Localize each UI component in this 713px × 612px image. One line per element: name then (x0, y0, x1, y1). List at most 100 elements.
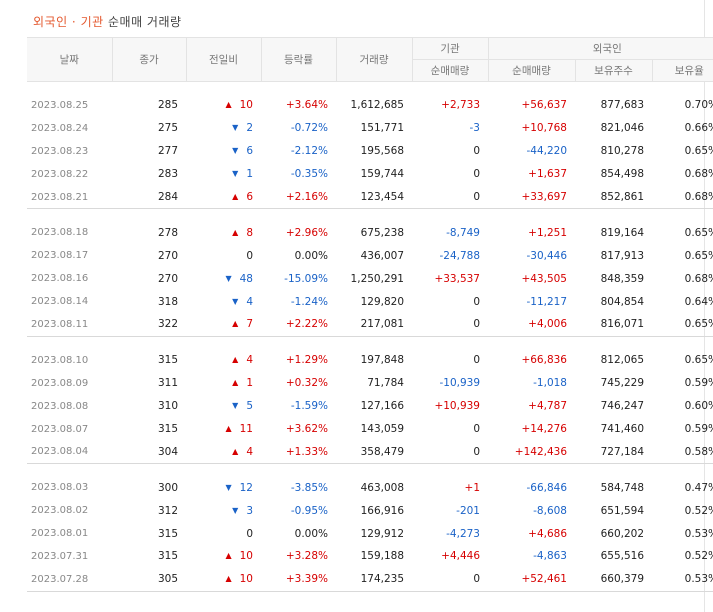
group-spacer (27, 209, 713, 222)
cell-foreign-holdings: 816,071 (575, 313, 652, 337)
spacer-cell (27, 209, 713, 222)
cell-institution-net: 0 (473, 423, 480, 436)
cell-foreign-net: +52,461 (488, 567, 575, 592)
cell-date: 2023.08.02 (31, 505, 89, 517)
cell-change: ▲ 1 (186, 372, 261, 395)
header-institution-group: 기관 (411, 37, 489, 60)
change-value: 12 (239, 481, 253, 494)
change-value: 2 (246, 122, 253, 135)
down-arrow-icon: ▼ (225, 273, 232, 283)
cell-close: 270 (157, 249, 178, 262)
table-row: 2023.08.08 310 ▼ 5 -1.59% 127,166 +10,939 +4,78… (27, 395, 713, 418)
cell-foreign-holdings: 655,516 (600, 550, 644, 563)
table-row: 2023.08.11 322 ▲ 7 +2.22% 217,081 0 +4,006 816,0… (27, 313, 713, 337)
cell-volume: 166,916 (360, 504, 404, 517)
cell-date: 2023.07.31 (31, 550, 89, 562)
cell-foreign-net: +66,836 (521, 354, 567, 367)
cell-close: 318 (157, 295, 178, 308)
cell-institution-net: +10,939 (434, 400, 480, 413)
header-change: 전일비 (185, 37, 262, 82)
header-foreign-net: 순매매량 (487, 59, 576, 82)
table-row: 2023.08.14 318 ▼ 4 -1.24% 129,820 0 -11,217 804,… (27, 290, 713, 313)
investor-trading-table: 날짜 종가 전일비 등락률 거래량 기관 외국인 순매매량 순매매량 보유주수 … (27, 37, 713, 592)
cell-change: 0 (186, 522, 261, 545)
cell-institution-net: -201 (456, 504, 480, 517)
cell-change: ▲ 4 (186, 440, 261, 465)
cell-foreign-holdings: 727,184 (575, 440, 652, 465)
cell-volume: 195,568 (360, 145, 404, 158)
table-row: 2023.07.28 305 ▲ 10 +3.39% 174,235 0 +52,461 660… (27, 567, 713, 592)
cell-volume: 197,848 (360, 354, 404, 367)
cell-foreign-ratio: 0.52% (684, 550, 713, 563)
cell-volume: 159,744 (360, 168, 404, 181)
cell-change: ▲ 10 (186, 567, 261, 592)
cell-foreign-ratio: 0.64% (684, 295, 713, 308)
cell-volume: 129,820 (360, 295, 404, 308)
cell-foreign-ratio: 0.65% (684, 145, 713, 158)
cell-close: 300 (157, 481, 178, 494)
table-row: 2023.08.02 312 ▼ 3 -0.95% 166,916 -201 -8,608 65… (27, 499, 713, 522)
change-value: 3 (246, 504, 253, 517)
cell-close: 284 (112, 185, 186, 210)
spacer-cell (27, 336, 713, 349)
title-text: 순매매 거래량 (107, 15, 182, 29)
cell-date: 2023.08.17 (31, 250, 89, 262)
change-value: 0 (246, 249, 253, 262)
cell-date: 2023.08.08 (31, 400, 89, 412)
cell-foreign-holdings: 745,229 (600, 377, 644, 390)
up-arrow-icon: ▲ (232, 355, 239, 365)
cell-close: 315 (157, 527, 178, 540)
cell-change: ▲ 10 (186, 545, 261, 568)
cell-rate: -0.95% (290, 504, 328, 517)
change-value: 8 (246, 226, 253, 239)
header-institution-net: 순매매량 (412, 59, 489, 82)
cell-institution-net: 0 (473, 295, 480, 308)
cell-close: 305 (112, 567, 186, 592)
down-arrow-icon: ▼ (232, 401, 239, 411)
cell-change: ▲ 7 (186, 313, 261, 337)
cell-foreign-ratio: 0.59% (684, 377, 713, 390)
cell-foreign-net: +56,637 (521, 99, 567, 112)
cell-institution-net: +33,537 (434, 272, 480, 285)
cell-volume: 129,912 (360, 527, 404, 540)
header-date: 날짜 (27, 37, 113, 82)
cell-foreign-ratio: 0.65% (684, 249, 713, 262)
cell-rate: -2.12% (290, 145, 328, 158)
table-row: 2023.08.22 283 ▼ 1 -0.35% 159,744 0 +1,637 854,4… (27, 163, 713, 186)
cell-change: 0 (186, 244, 261, 267)
cell-foreign-holdings: 584,748 (600, 481, 644, 494)
cell-volume: 71,784 (367, 377, 404, 390)
cell-rate: -0.72% (290, 122, 328, 135)
header-rate: 등락률 (260, 37, 337, 82)
spacer-cell (27, 82, 713, 95)
cell-foreign-net: -66,846 (526, 481, 567, 494)
cell-foreign-ratio: 0.58% (652, 440, 713, 465)
table-row: 2023.08.24 275 ▼ 2 -0.72% 151,771 -3 +10,768 821… (27, 117, 713, 140)
header-foreign-group: 외국인 (487, 37, 713, 60)
cell-foreign-holdings: 877,683 (600, 99, 644, 112)
cell-rate: +0.32% (285, 377, 328, 390)
cell-change: ▼ 5 (186, 395, 261, 418)
up-arrow-icon: ▲ (232, 192, 239, 201)
cell-date: 2023.08.14 (31, 296, 89, 308)
cell-rate: -3.85% (290, 481, 328, 494)
up-arrow-icon: ▲ (225, 100, 232, 110)
cell-change: ▼ 4 (186, 290, 261, 313)
cell-rate: +2.22% (261, 313, 336, 337)
cell-institution-net: 0 (412, 313, 488, 337)
change-value: 4 (246, 445, 253, 458)
cell-foreign-ratio: 0.68% (684, 168, 713, 181)
cell-close: 315 (157, 550, 178, 563)
cell-date: 2023.08.07 (31, 423, 89, 435)
change-value: 0 (246, 527, 253, 540)
change-value: 1 (246, 377, 253, 390)
change-value: 5 (246, 400, 253, 413)
cell-foreign-holdings: 817,913 (600, 249, 644, 262)
header-close: 종가 (111, 37, 187, 82)
table-row: 2023.08.18 278 ▲ 8 +2.96% 675,238 -8,749 +1,251… (27, 221, 713, 244)
cell-date: 2023.08.22 (31, 168, 89, 180)
up-arrow-icon: ▲ (232, 227, 239, 237)
cell-foreign-net: +1,637 (528, 168, 567, 181)
cell-volume: 174,235 (336, 567, 412, 592)
cell-date: 2023.07.28 (27, 567, 112, 592)
